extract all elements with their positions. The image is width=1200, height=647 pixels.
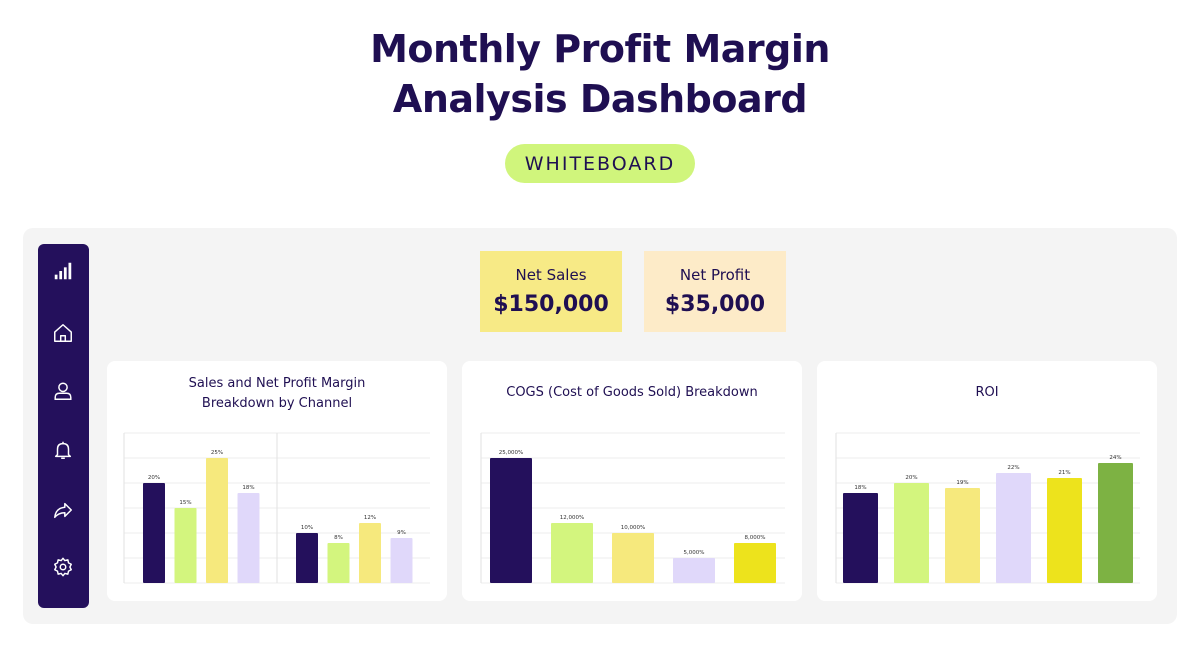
cogs-chart-card: 25,000% 12,000% 10,000% 5,000% 8,000% COGS (…: [462, 361, 802, 601]
sales-channel-chart-card: 20% 15% 25% 18% 10% 8% 12% 9% Sales and Net Pro…: [107, 361, 447, 601]
chart-title: Sales and Net Profit Margin Breakdown by…: [107, 374, 447, 414]
kpi-label: Net Profit: [679, 266, 751, 284]
chart-title: ROI: [975, 385, 999, 400]
bar: [174, 508, 197, 583]
data-label: 25,000%: [499, 450, 523, 456]
data-label: 24%: [1109, 455, 1121, 461]
bar: [327, 543, 350, 583]
net-sales-card: Net Sales $150,000: [480, 251, 622, 332]
data-label: 21%: [1058, 470, 1070, 476]
data-label: 12%: [364, 515, 376, 521]
bar: [1047, 478, 1082, 583]
data-label: 19%: [956, 480, 968, 486]
bar: [490, 458, 532, 583]
home-icon[interactable]: [51, 321, 75, 345]
bar: [237, 493, 260, 583]
bar-chart-icon[interactable]: [51, 259, 75, 283]
data-label: 20%: [148, 475, 160, 481]
chart-title-line-2: Breakdown by Channel: [201, 396, 353, 411]
data-label: 10,000%: [621, 525, 645, 531]
bar: [206, 458, 228, 583]
bar: [612, 533, 654, 583]
data-label: 5,000%: [684, 550, 705, 556]
data-label: 15%: [179, 500, 191, 506]
bar: [945, 488, 980, 583]
roi-chart-card: 18% 20% 19% 22% 21% 24% ROI: [817, 361, 1157, 601]
bar: [1098, 463, 1133, 583]
roi-chart: 18% 20% 19% 22% 21% 24%: [835, 432, 1140, 584]
bar: [894, 483, 929, 583]
data-label: 8%: [334, 535, 343, 541]
bar: [390, 538, 413, 583]
chart-title: COGS (Cost of Goods Sold) Breakdown: [506, 385, 758, 400]
bar: [143, 483, 165, 583]
bar: [296, 533, 318, 583]
chart-title-line-1: Sales and Net Profit Margin: [188, 376, 366, 391]
share-icon[interactable]: [51, 498, 75, 522]
data-label: 9%: [397, 530, 406, 536]
data-label: 25%: [211, 450, 223, 456]
cogs-chart: 25,000% 12,000% 10,000% 5,000% 8,000%: [480, 432, 785, 584]
kpi-label: Net Sales: [515, 266, 587, 284]
data-label: 12,000%: [560, 515, 584, 521]
user-icon[interactable]: [51, 379, 75, 403]
data-label: 22%: [1007, 465, 1019, 471]
gear-icon[interactable]: [51, 555, 75, 579]
data-label: 18%: [242, 485, 254, 491]
kpi-value: $150,000: [493, 292, 609, 317]
page-title-line-2: Analysis Dashboard: [392, 77, 808, 121]
sidebar: [38, 244, 89, 608]
data-label: 8,000%: [745, 535, 766, 541]
bar: [673, 558, 715, 583]
whiteboard-badge[interactable]: WHITEBOARD: [505, 144, 695, 183]
net-profit-card: Net Profit $35,000: [644, 251, 786, 332]
kpi-value: $35,000: [664, 292, 766, 317]
bar: [843, 493, 878, 583]
bar: [551, 523, 593, 583]
sales-channel-chart: 20% 15% 25% 18% 10% 8% 12% 9%: [123, 432, 430, 584]
page-title: Monthly Profit Margin Analysis Dashboard: [0, 24, 1200, 124]
bar: [734, 543, 776, 583]
bell-icon[interactable]: [51, 438, 75, 462]
data-label: 20%: [905, 475, 917, 481]
data-label: 10%: [301, 525, 313, 531]
data-label: 18%: [854, 485, 866, 491]
page-title-line-1: Monthly Profit Margin: [370, 27, 830, 71]
bar: [996, 473, 1031, 583]
bar: [359, 523, 381, 583]
